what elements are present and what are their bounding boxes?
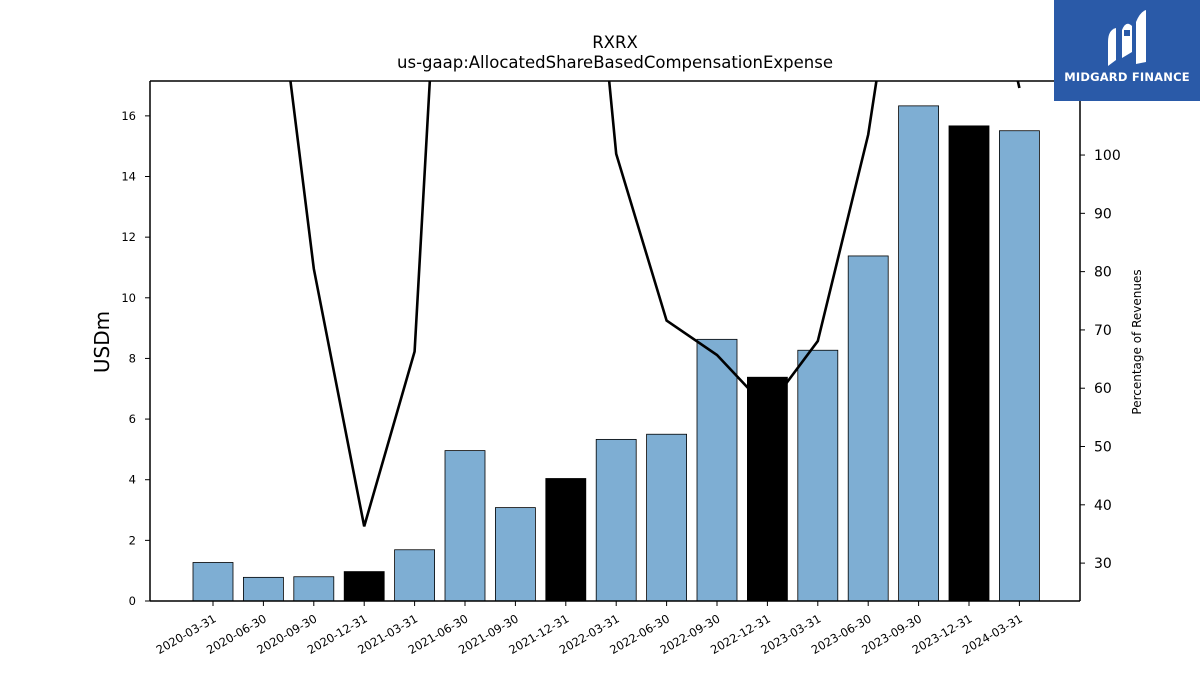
bar-2022-03-31 [595,438,637,602]
line-group [289,81,1021,527]
y2-tick-label: 80 [1094,265,1112,281]
bar-2023-12-31 [948,125,990,602]
bar-2021-09-30 [494,507,536,602]
y-axis-label: USDm [90,311,114,373]
brand-logo: MIDGARD FINANCE [1054,0,1200,101]
bar-2021-12-31 [545,478,587,602]
bar-2021-06-30 [444,450,486,602]
y2-tick-label: 90 [1094,206,1112,222]
y2-tick-label: 50 [1094,440,1112,456]
bar-2022-06-30 [646,433,687,602]
bar-2023-09-30 [898,105,939,602]
y-tick-label: 14 [121,170,136,184]
y2-tick-label: 30 [1094,556,1112,572]
bar-2020-12-31 [343,571,385,602]
percentage-line [289,81,1021,527]
bar-2023-03-31 [797,349,839,602]
logo-text: MIDGARD FINANCE [1064,70,1190,84]
chart-subtitle: us-gaap:AllocatedShareBasedCompensationE… [397,53,833,72]
bar-2022-12-31 [747,376,788,602]
bar-2021-03-31 [394,549,436,602]
y-tick-label: 16 [121,109,136,123]
y-tick-label: 6 [129,412,136,426]
bar-2020-06-30 [242,576,284,602]
y-tick-label: 8 [129,351,136,365]
logo-mark-icon [1108,10,1146,66]
y-tick-label: 0 [129,594,136,608]
y2-tick-label: 40 [1094,498,1112,514]
y2-tick-label: 70 [1094,323,1112,339]
y-tick-label: 4 [129,473,136,487]
bar-2023-06-30 [847,255,889,602]
y2-axis-label: Percentage of Revenues [1130,269,1144,414]
bar-2022-09-30 [696,338,738,602]
y2-tick-label: 100 [1094,148,1121,164]
bar-2024-03-31 [999,130,1040,602]
y2-tick-label: 60 [1094,381,1112,397]
bar-2020-03-31 [192,562,234,602]
bars-group [192,105,1040,602]
chart-title: RXRX [592,33,638,52]
y-tick-label: 10 [121,291,136,305]
y-tick-label: 12 [121,230,136,244]
bar-2020-09-30 [293,576,335,602]
y-tick-label: 2 [129,533,136,547]
